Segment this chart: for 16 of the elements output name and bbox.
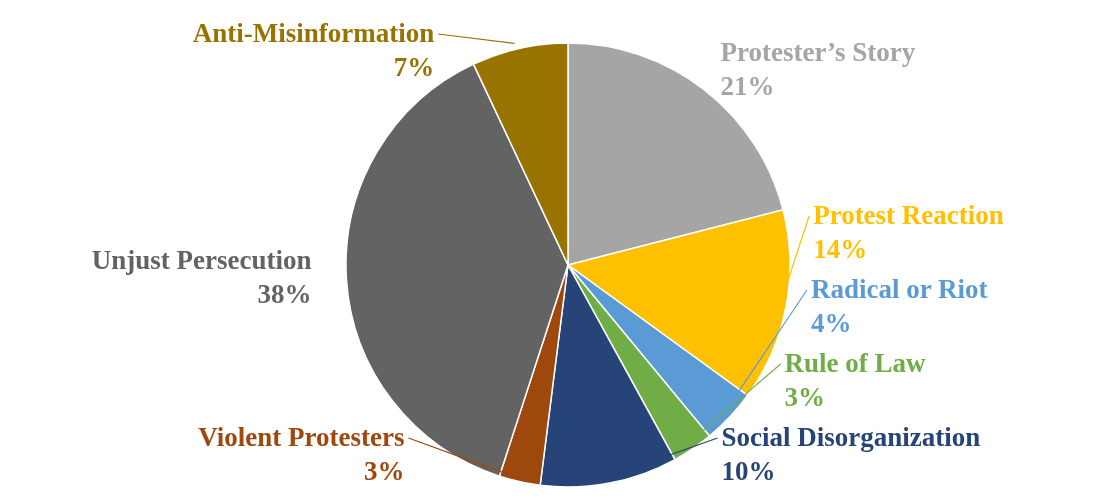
data-label: 14% (813, 234, 868, 264)
slice-label: Protester’s Story (720, 37, 916, 68)
data-label: 21% (720, 71, 775, 102)
slice-label: Violent Protesters (198, 422, 405, 452)
slice-label: Rule of Law (784, 348, 927, 378)
data-label: 38% (257, 279, 312, 310)
data-label: 3% (363, 456, 405, 486)
data-label: 7% (393, 52, 435, 82)
data-label: 10% (721, 456, 776, 486)
slice-label: Social Disorganization (721, 422, 981, 452)
slice-label: Anti-Misinformation (192, 18, 435, 48)
slice-label: Radical or Riot (811, 274, 988, 304)
data-label: 4% (811, 308, 852, 338)
slice-label: Unjust Persecution (91, 245, 312, 276)
slice-label: Protest Reaction (813, 200, 1004, 230)
data-label: 3% (784, 382, 826, 412)
